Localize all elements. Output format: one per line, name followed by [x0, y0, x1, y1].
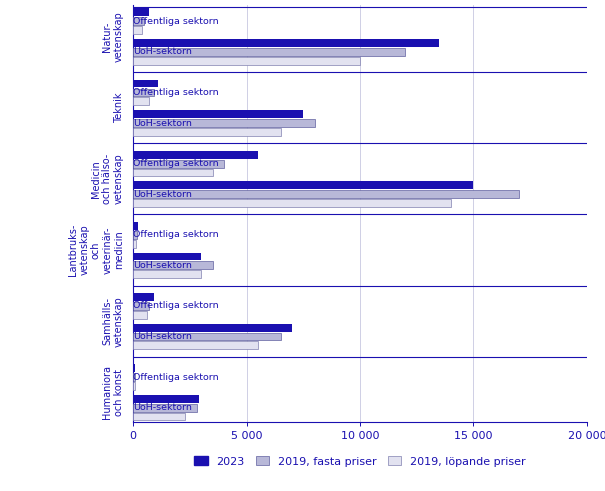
Text: Medicin
och hälso-
vetenskap: Medicin och hälso- vetenskap	[91, 154, 124, 204]
Text: UoH-sektorn: UoH-sektorn	[133, 261, 192, 270]
Text: UoH-sektorn: UoH-sektorn	[133, 190, 192, 199]
Text: Offentliga sektorn: Offentliga sektorn	[133, 17, 219, 26]
Bar	[133, 240, 136, 247]
Text: Teknik: Teknik	[114, 92, 124, 123]
Bar	[133, 119, 315, 127]
Bar	[133, 8, 149, 16]
Bar	[133, 395, 199, 403]
Bar	[133, 382, 135, 390]
Bar	[133, 311, 146, 319]
Bar	[133, 168, 212, 176]
Bar	[133, 110, 303, 118]
Bar	[133, 252, 201, 260]
Bar	[133, 332, 281, 340]
Bar	[133, 48, 405, 56]
Bar	[133, 293, 154, 301]
Bar	[133, 39, 439, 47]
Bar	[133, 412, 185, 420]
Bar	[133, 151, 258, 159]
Bar	[133, 261, 212, 269]
Bar	[133, 231, 137, 239]
Text: Offentliga sektorn: Offentliga sektorn	[133, 301, 219, 310]
Legend: 2023, 2019, fasta priser, 2019, löpande priser: 2023, 2019, fasta priser, 2019, löpande …	[190, 452, 530, 471]
Bar	[133, 160, 224, 167]
Bar	[133, 271, 201, 278]
Bar	[133, 404, 197, 411]
Bar	[133, 342, 258, 349]
Text: Samhälls-
vetenskap: Samhälls- vetenskap	[102, 296, 124, 347]
Bar	[133, 128, 281, 136]
Text: Natur-
vetenskap: Natur- vetenskap	[102, 11, 124, 62]
Bar	[133, 364, 136, 372]
Text: Offentliga sektorn: Offentliga sektorn	[133, 230, 219, 239]
Text: Offentliga sektorn: Offentliga sektorn	[133, 88, 219, 97]
Bar	[133, 199, 451, 207]
Bar	[133, 191, 519, 198]
Text: Lantbruks-
vetenskap
och
veterinär-
medicin: Lantbruks- vetenskap och veterinär- medi…	[68, 224, 124, 276]
Bar	[133, 324, 292, 331]
Text: UoH-sektorn: UoH-sektorn	[133, 118, 192, 128]
Bar	[133, 88, 154, 96]
Bar	[133, 17, 145, 25]
Text: UoH-sektorn: UoH-sektorn	[133, 47, 192, 56]
Text: Offentliga sektorn: Offentliga sektorn	[133, 159, 219, 168]
Bar	[133, 80, 158, 87]
Bar	[133, 373, 136, 381]
Bar	[133, 97, 149, 105]
Text: Offentliga sektorn: Offentliga sektorn	[133, 373, 219, 382]
Text: UoH-sektorn: UoH-sektorn	[133, 332, 192, 341]
Bar	[133, 302, 149, 310]
Bar	[133, 26, 142, 34]
Bar	[133, 181, 473, 189]
Bar	[133, 57, 360, 65]
Text: UoH-sektorn: UoH-sektorn	[133, 403, 192, 412]
Bar	[133, 222, 137, 230]
Text: Humaniora
och konst: Humaniora och konst	[102, 365, 124, 419]
